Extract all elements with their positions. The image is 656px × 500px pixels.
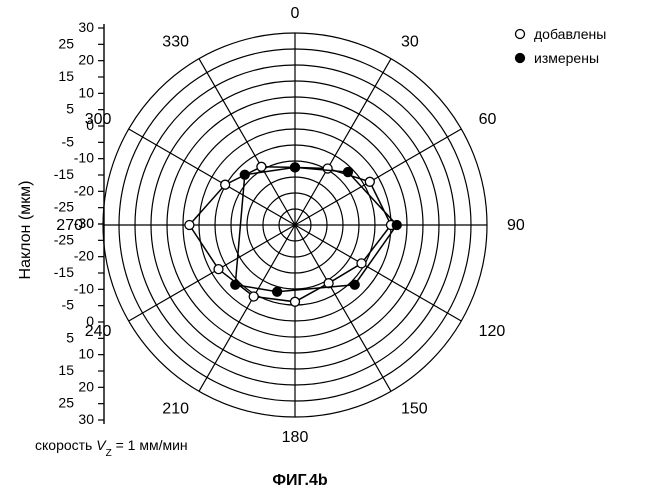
y-tick-label: 20 [78,378,94,394]
polar-chart: 0306090120150180210240270300330добавлены… [0,0,656,500]
y-tick-label: 5 [66,101,74,117]
series-marker [350,280,359,289]
series-marker [357,259,366,268]
y-tick-label: 25 [58,35,74,51]
series-marker [323,164,332,173]
series-marker [185,221,194,230]
angle-label: 90 [507,217,525,234]
y-tick-label: -25 [54,199,74,215]
series-marker [257,162,266,171]
y-tick-label: -5 [62,297,75,313]
series-marker [392,221,401,230]
series-marker [343,168,352,177]
y-tick-label: 15 [58,68,74,84]
y-tick-label: -15 [54,166,74,182]
angle-label: 120 [479,323,506,340]
y-tick-label: -5 [62,133,75,149]
series-marker [291,163,300,172]
y-tick-label: 0 [86,117,94,133]
y-tick-label: 5 [66,329,74,345]
y-tick-label: 10 [78,346,94,362]
angle-label: 180 [282,429,309,446]
y-tick-label: 20 [78,52,94,68]
series-marker [214,265,223,274]
y-tick-label: 15 [58,362,74,378]
y-tick-label: 25 [58,395,74,411]
y-axis-title: Наклон (мкм) [17,181,34,280]
legend-marker [516,30,525,39]
y-tick-label: -10 [74,150,94,166]
y-tick-label: -20 [74,182,94,198]
y-tick-label: 0 [86,313,94,329]
y-tick-label: -25 [54,231,74,247]
series-marker [221,180,230,189]
series-marker [231,280,240,289]
angle-label: 330 [162,33,189,50]
series-marker [249,292,258,301]
angle-label: 0 [291,5,300,22]
y-tick-label: 30 [78,19,94,35]
series-marker [240,170,249,179]
angle-label: 210 [162,401,189,418]
chart-bg [0,0,656,500]
series-marker [273,287,282,296]
y-tick-label: -10 [74,280,94,296]
series-marker [365,177,374,186]
angle-label: 30 [401,33,419,50]
angle-label: 60 [479,111,497,128]
legend-label: измерены [534,50,599,66]
series-marker [291,297,300,306]
y-tick-label: -30 [74,215,94,231]
legend-marker [516,54,525,63]
legend-label: добавлены [534,26,606,42]
angle-label: 150 [401,401,428,418]
y-tick-label: 30 [78,411,94,427]
y-tick-label: 10 [78,84,94,100]
y-tick-label: -20 [74,248,94,264]
y-tick-label: -15 [54,264,74,280]
figure-caption: ФИГ.4b [272,472,328,489]
